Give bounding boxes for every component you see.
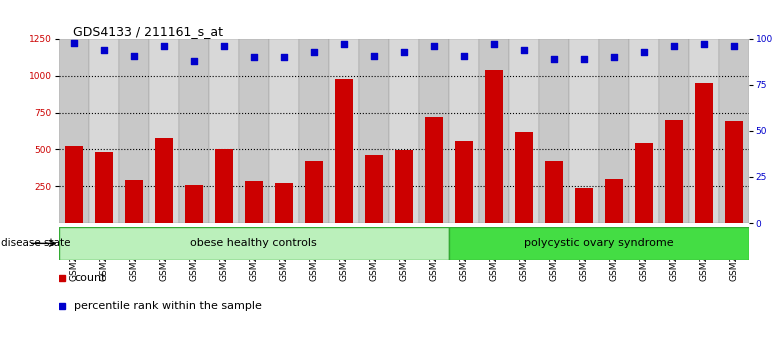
Point [517,47,530,53]
Bar [89,39,119,223]
Bar [269,39,299,223]
Bar [395,150,412,223]
Bar [185,185,203,223]
Point [637,49,650,55]
Point [67,40,80,45]
Bar [59,227,448,260]
Bar [389,39,419,223]
Point [158,44,170,49]
Bar [599,39,629,223]
Bar [215,149,233,223]
Bar [299,39,328,223]
Point [397,49,410,55]
Bar [335,79,353,223]
Point [278,55,290,60]
Bar [239,39,269,223]
Bar [274,183,292,223]
Bar [539,39,568,223]
Point [368,53,380,58]
Bar [95,152,113,223]
Point [97,47,110,53]
Bar [635,143,653,223]
Text: obese healthy controls: obese healthy controls [191,238,318,249]
Point [547,56,560,62]
Bar [665,120,683,223]
Text: polycystic ovary syndrome: polycystic ovary syndrome [524,238,673,249]
Point [307,49,320,55]
Bar [179,39,209,223]
Bar [448,39,479,223]
Text: disease state: disease state [1,238,71,249]
Point [427,44,440,49]
Bar [119,39,149,223]
Bar [365,155,383,223]
Point [698,42,710,47]
Bar [245,181,263,223]
Bar [515,132,533,223]
Bar [305,161,323,223]
Bar [149,39,179,223]
Bar [419,39,448,223]
Bar [209,39,239,223]
Point [217,44,230,49]
Bar [719,39,749,223]
Point [667,44,680,49]
Point [337,42,350,47]
Point [488,42,500,47]
Point [248,55,260,60]
Bar [545,161,563,223]
Text: GDS4133 / 211161_s_at: GDS4133 / 211161_s_at [73,25,223,38]
Bar [328,39,359,223]
Point [578,56,590,62]
Bar [568,39,599,223]
Point [458,53,470,58]
Bar [695,83,713,223]
Text: count: count [74,273,106,283]
Bar [425,117,443,223]
Bar [629,39,659,223]
Bar [485,70,503,223]
Text: percentile rank within the sample: percentile rank within the sample [74,301,262,311]
Point [187,58,200,64]
Bar [604,179,622,223]
Bar [448,227,749,260]
Bar [154,138,172,223]
Bar [65,147,83,223]
Bar [59,39,89,223]
Bar [359,39,389,223]
Bar [479,39,509,223]
Bar [575,188,593,223]
Bar [125,179,143,223]
Bar [724,121,742,223]
Point [728,44,740,49]
Bar [509,39,539,223]
Bar [688,39,719,223]
Bar [455,141,473,223]
Bar [659,39,688,223]
Point [128,53,140,58]
Point [608,55,620,60]
